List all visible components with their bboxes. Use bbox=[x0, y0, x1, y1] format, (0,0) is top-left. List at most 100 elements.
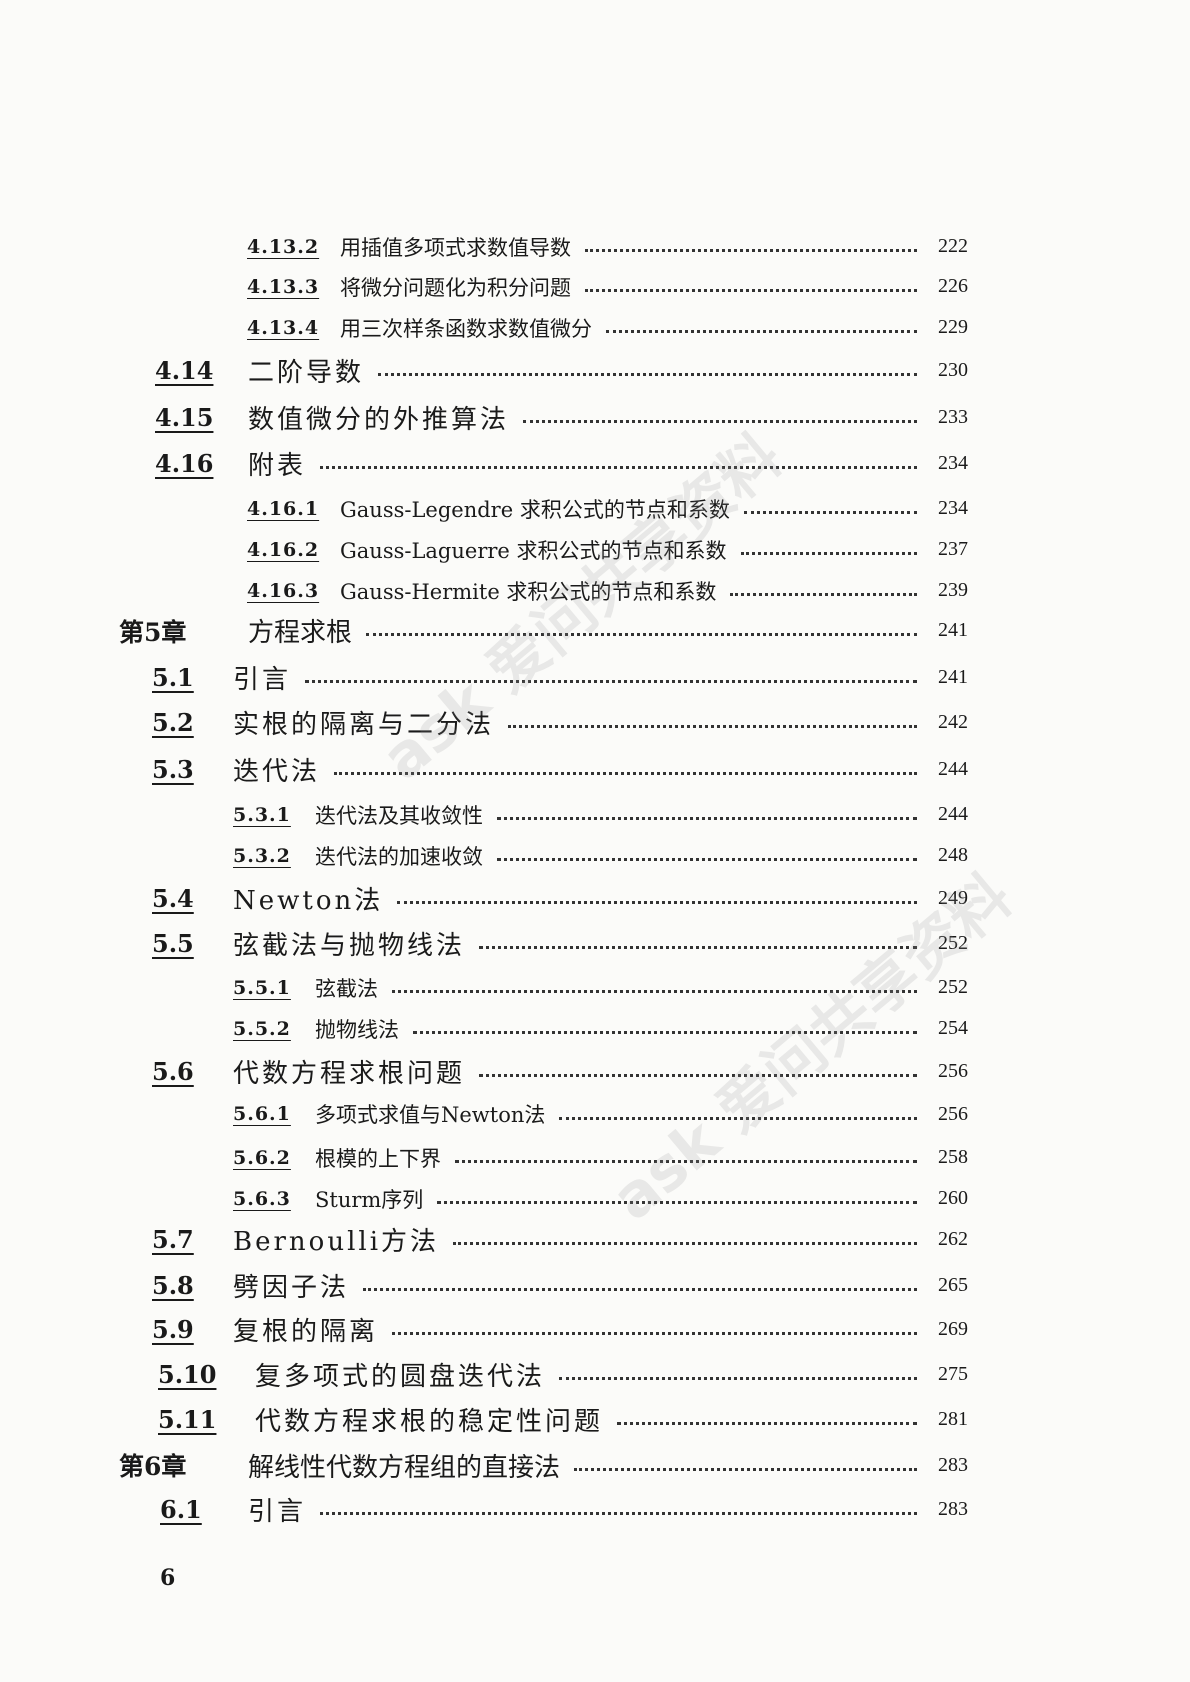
dot-leader bbox=[320, 1511, 917, 1515]
dot-leader bbox=[740, 552, 917, 556]
entry-title: 多项式求值与Newton法 bbox=[315, 1103, 546, 1128]
toc-entry: 5.2 实根的隔离与二分法 242 bbox=[0, 706, 1190, 740]
entry-title: 解线性代数方程组的直接法 bbox=[248, 1452, 561, 1483]
toc-entry: 5.6 代数方程求根问题 256 bbox=[0, 1054, 1190, 1089]
entry-number: 5.7 bbox=[152, 1225, 194, 1255]
entry-page: 226 bbox=[938, 275, 968, 298]
entry-page: 275 bbox=[938, 1362, 968, 1385]
entry-title: 弦截法与抛物线法 bbox=[233, 931, 466, 961]
entry-number: 5.11 bbox=[158, 1405, 217, 1435]
toc-entry: 5.3.1 迭代法及其收敛性 244 bbox=[0, 798, 1190, 832]
entry-number: 第5章 bbox=[119, 617, 187, 647]
entry-title: 弦截法 bbox=[315, 976, 378, 1001]
entry-title: Gauss-Hermite 求积公式的节点和系数 bbox=[340, 579, 717, 604]
dot-leader bbox=[378, 372, 917, 376]
entry-title: 引言 bbox=[233, 664, 292, 695]
entry-number: 5.6.1 bbox=[233, 1103, 291, 1126]
entry-title: 根模的上下界 bbox=[315, 1146, 441, 1171]
entry-title: 用三次样条函数求数值微分 bbox=[340, 316, 592, 341]
dot-leader bbox=[497, 817, 917, 821]
dot-leader bbox=[366, 633, 917, 637]
entry-number: 5.3 bbox=[152, 754, 194, 784]
dot-leader bbox=[479, 946, 917, 949]
dot-leader bbox=[437, 1201, 917, 1205]
toc-entry: 5.6.2 根模的上下界 258 bbox=[0, 1141, 1190, 1175]
entry-number: 4.16 bbox=[155, 448, 214, 478]
entry-number: 5.3.1 bbox=[233, 803, 291, 826]
entry-page: 283 bbox=[938, 1497, 968, 1520]
entry-title: 用插值多项式求数值导数 bbox=[340, 235, 571, 260]
toc-entry: 5.10 复多项式的圆盘迭代法 275 bbox=[0, 1357, 1190, 1392]
toc-entry: 6.1 引言 283 bbox=[0, 1492, 1190, 1527]
dot-leader bbox=[743, 511, 917, 515]
entry-page: 249 bbox=[938, 886, 968, 909]
dot-leader bbox=[606, 330, 917, 334]
entry-page: 242 bbox=[938, 711, 968, 734]
dot-leader bbox=[559, 1116, 917, 1120]
toc-entry: 4.16.1 Gauss-Legendre 求积公式的节点和系数 234 bbox=[0, 492, 1190, 526]
entry-title-wrap: 实根的隔离与二分法 bbox=[233, 704, 925, 741]
entry-page: 248 bbox=[938, 844, 968, 867]
entry-title-wrap: 将微分问题化为积分问题 bbox=[340, 272, 925, 302]
toc-entry: 4.16.3 Gauss-Hermite 求积公式的节点和系数 239 bbox=[0, 574, 1190, 608]
entry-number: 5.2 bbox=[152, 708, 194, 738]
entry-title-wrap: 代数方程求根的稳定性问题 bbox=[255, 1401, 925, 1438]
entry-page: 281 bbox=[938, 1408, 968, 1431]
toc-entry: 5.5.1 弦截法 252 bbox=[0, 971, 1190, 1005]
entry-title-wrap: 抛物线法 bbox=[315, 1014, 925, 1044]
entry-page: 252 bbox=[938, 976, 968, 999]
entry-number: 5.9 bbox=[152, 1315, 194, 1345]
entry-title-wrap: 二阶导数 bbox=[248, 352, 925, 389]
entry-title-wrap: 迭代法及其收敛性 bbox=[315, 800, 925, 830]
entry-page: 233 bbox=[938, 406, 968, 429]
entry-title: Bernoulli方法 bbox=[233, 1227, 440, 1258]
toc-entry: 第5章 方程求根 241 bbox=[0, 614, 1190, 649]
entry-number: 4.15 bbox=[155, 403, 214, 433]
toc-entry: 5.6.1 多项式求值与Newton法 256 bbox=[0, 1097, 1190, 1131]
entry-number: 5.6.3 bbox=[233, 1187, 291, 1210]
entry-page: 260 bbox=[938, 1187, 968, 1210]
dot-leader bbox=[392, 990, 917, 994]
dot-leader bbox=[523, 420, 917, 424]
entry-title-wrap: 迭代法 bbox=[233, 751, 925, 788]
dot-leader bbox=[730, 593, 917, 597]
entry-page: 254 bbox=[938, 1017, 968, 1040]
entry-number: 4.16.3 bbox=[247, 579, 320, 602]
entry-number: 6.1 bbox=[160, 1494, 202, 1524]
entry-page: 244 bbox=[938, 803, 968, 826]
entry-title: 代数方程求根问题 bbox=[233, 1058, 466, 1089]
dot-leader bbox=[559, 1376, 917, 1380]
entry-title-wrap: 劈因子法 bbox=[233, 1267, 925, 1304]
toc-entry: 4.13.3 将微分问题化为积分问题 226 bbox=[0, 270, 1190, 304]
entry-number: 5.5 bbox=[152, 929, 194, 958]
entry-title-wrap: 迭代法的加速收敛 bbox=[315, 841, 925, 871]
toc-entry: 5.3 迭代法 244 bbox=[0, 751, 1190, 788]
toc-entry: 5.5.2 抛物线法 254 bbox=[0, 1012, 1190, 1046]
entry-title-wrap: 多项式求值与Newton法 bbox=[315, 1099, 925, 1129]
dot-leader bbox=[453, 1242, 917, 1246]
dot-leader bbox=[455, 1160, 917, 1164]
entry-title-wrap: 复根的隔离 bbox=[233, 1311, 925, 1348]
entry-title: 复多项式的圆盘迭代法 bbox=[255, 1361, 546, 1392]
entry-title: 引言 bbox=[248, 1496, 307, 1527]
dot-leader bbox=[479, 1073, 917, 1077]
entry-title-wrap: Sturm序列 bbox=[315, 1184, 925, 1214]
entry-title-wrap: Gauss-Legendre 求积公式的节点和系数 bbox=[340, 494, 925, 524]
entry-title: Gauss-Laguerre 求积公式的节点和系数 bbox=[340, 538, 727, 563]
entry-title: 抛物线法 bbox=[315, 1017, 399, 1042]
entry-title: 迭代法及其收敛性 bbox=[315, 803, 483, 828]
entry-title: 代数方程求根的稳定性问题 bbox=[255, 1407, 604, 1438]
entry-title: Sturm序列 bbox=[315, 1187, 424, 1212]
entry-page: 256 bbox=[938, 1059, 968, 1082]
dot-leader bbox=[334, 771, 917, 775]
dot-leader bbox=[305, 679, 917, 683]
dot-leader bbox=[585, 249, 917, 253]
entry-number: 4.14 bbox=[155, 355, 214, 385]
entry-number: 4.13.3 bbox=[247, 275, 320, 298]
dot-leader bbox=[397, 900, 917, 904]
entry-title: Gauss-Legendre 求积公式的节点和系数 bbox=[340, 497, 730, 522]
dot-leader bbox=[392, 1332, 917, 1336]
entry-title-wrap: 引言 bbox=[233, 659, 925, 696]
entry-number: 第6章 bbox=[119, 1452, 187, 1482]
entry-title: 迭代法 bbox=[233, 756, 321, 787]
